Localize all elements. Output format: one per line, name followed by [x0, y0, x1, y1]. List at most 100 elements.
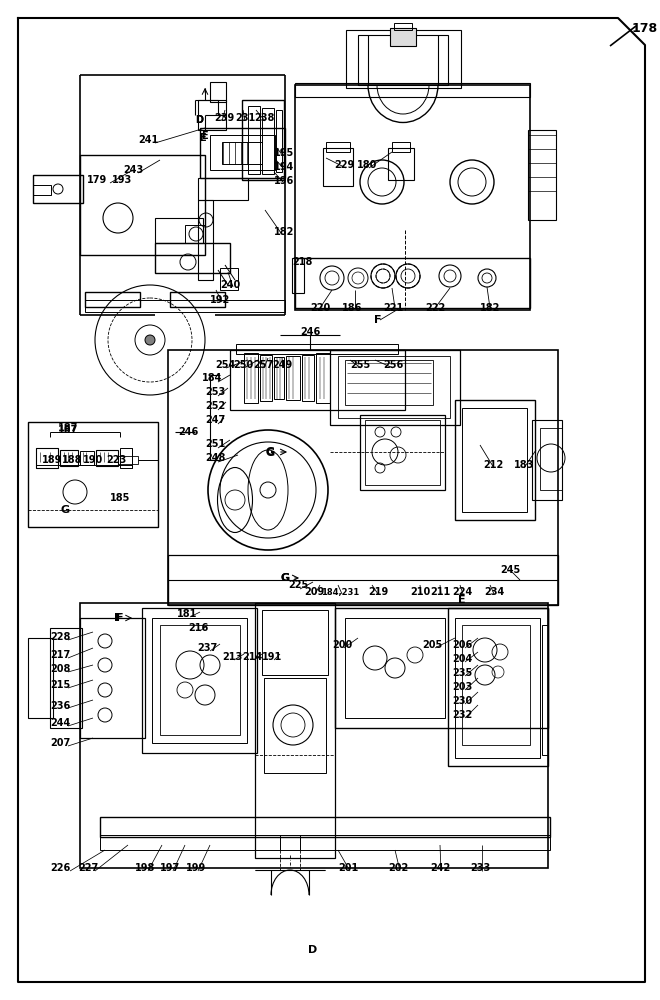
Text: 238: 238 — [254, 113, 274, 123]
Bar — [292, 258, 304, 293]
Bar — [388, 148, 414, 180]
Text: 187: 187 — [58, 425, 78, 435]
Text: 212: 212 — [483, 460, 503, 470]
Bar — [345, 618, 445, 718]
Bar — [80, 618, 145, 738]
Bar — [100, 835, 550, 850]
Bar — [85, 300, 285, 312]
Bar — [316, 353, 330, 403]
Bar — [394, 23, 412, 30]
Bar — [220, 268, 238, 290]
Bar — [330, 350, 460, 425]
Bar — [100, 817, 550, 837]
Text: 249: 249 — [272, 360, 292, 370]
Text: 228: 228 — [50, 632, 70, 642]
Text: 190: 190 — [83, 455, 103, 465]
Text: 224: 224 — [452, 587, 472, 597]
Bar — [200, 128, 285, 178]
Text: 196: 196 — [274, 176, 294, 186]
Text: 233: 233 — [470, 863, 490, 873]
Bar — [360, 415, 445, 490]
Text: 187: 187 — [58, 423, 78, 433]
Bar — [365, 420, 440, 485]
Text: 239: 239 — [214, 113, 234, 123]
Bar — [85, 292, 140, 307]
Text: 184,231: 184,231 — [321, 587, 359, 596]
Text: 198: 198 — [135, 863, 155, 873]
Bar — [210, 82, 226, 102]
Circle shape — [145, 335, 155, 345]
Bar — [118, 456, 138, 464]
Text: F: F — [114, 613, 121, 623]
Text: 242: 242 — [430, 863, 450, 873]
Bar — [96, 450, 118, 466]
Text: 243: 243 — [123, 165, 143, 175]
Text: 248: 248 — [205, 453, 225, 463]
Bar — [242, 100, 284, 180]
Text: 200: 200 — [332, 640, 352, 650]
Text: 188: 188 — [62, 455, 82, 465]
Text: 222: 222 — [425, 303, 445, 313]
Text: 216: 216 — [188, 623, 208, 633]
Text: 184: 184 — [202, 373, 222, 383]
Text: G: G — [280, 573, 290, 583]
Text: 252: 252 — [205, 401, 225, 411]
Bar — [286, 356, 300, 400]
Text: 240: 240 — [220, 280, 240, 290]
Bar — [326, 142, 350, 152]
Text: F: F — [116, 613, 124, 623]
Text: 193: 193 — [112, 175, 132, 185]
Bar — [120, 448, 132, 468]
Bar — [448, 608, 548, 766]
Bar — [462, 625, 530, 745]
Bar — [142, 608, 257, 753]
Bar — [28, 638, 53, 718]
Bar — [236, 344, 398, 354]
Bar — [80, 451, 94, 465]
Bar — [80, 155, 205, 255]
Text: 237: 237 — [197, 643, 217, 653]
Bar — [152, 618, 247, 743]
Text: 257: 257 — [253, 360, 273, 370]
Text: 205: 205 — [422, 640, 442, 650]
Text: E: E — [199, 133, 205, 143]
Text: 226: 226 — [50, 863, 70, 873]
Bar — [168, 555, 558, 605]
Bar — [168, 580, 558, 605]
Text: 185: 185 — [110, 493, 130, 503]
Text: E: E — [201, 131, 207, 141]
Text: F: F — [374, 315, 381, 325]
Bar — [323, 148, 353, 186]
Bar — [185, 225, 205, 243]
Bar — [346, 30, 461, 88]
Text: 223: 223 — [106, 455, 126, 465]
Bar — [168, 350, 558, 605]
Bar — [455, 618, 540, 758]
Text: 215: 215 — [50, 680, 70, 690]
Bar — [528, 130, 556, 220]
Bar — [170, 292, 225, 307]
Text: 253: 253 — [205, 387, 225, 397]
Bar — [264, 678, 326, 773]
Bar — [295, 83, 530, 97]
Text: 180: 180 — [357, 160, 377, 170]
Text: 245: 245 — [500, 565, 520, 575]
Bar — [160, 625, 240, 735]
Text: 225: 225 — [288, 580, 308, 590]
Text: 178: 178 — [632, 21, 658, 34]
Text: E: E — [458, 595, 466, 605]
Bar — [33, 185, 51, 195]
Bar — [262, 610, 328, 675]
Bar — [302, 355, 314, 401]
Text: 201: 201 — [338, 863, 358, 873]
Bar — [540, 428, 562, 490]
Text: 179: 179 — [87, 175, 107, 185]
Bar — [345, 360, 433, 405]
Bar — [155, 218, 203, 243]
Text: 229: 229 — [334, 160, 354, 170]
Bar — [36, 448, 58, 468]
Text: 247: 247 — [205, 415, 225, 425]
Text: 234: 234 — [484, 587, 504, 597]
Text: 220: 220 — [310, 303, 330, 313]
Text: 236: 236 — [50, 701, 70, 711]
